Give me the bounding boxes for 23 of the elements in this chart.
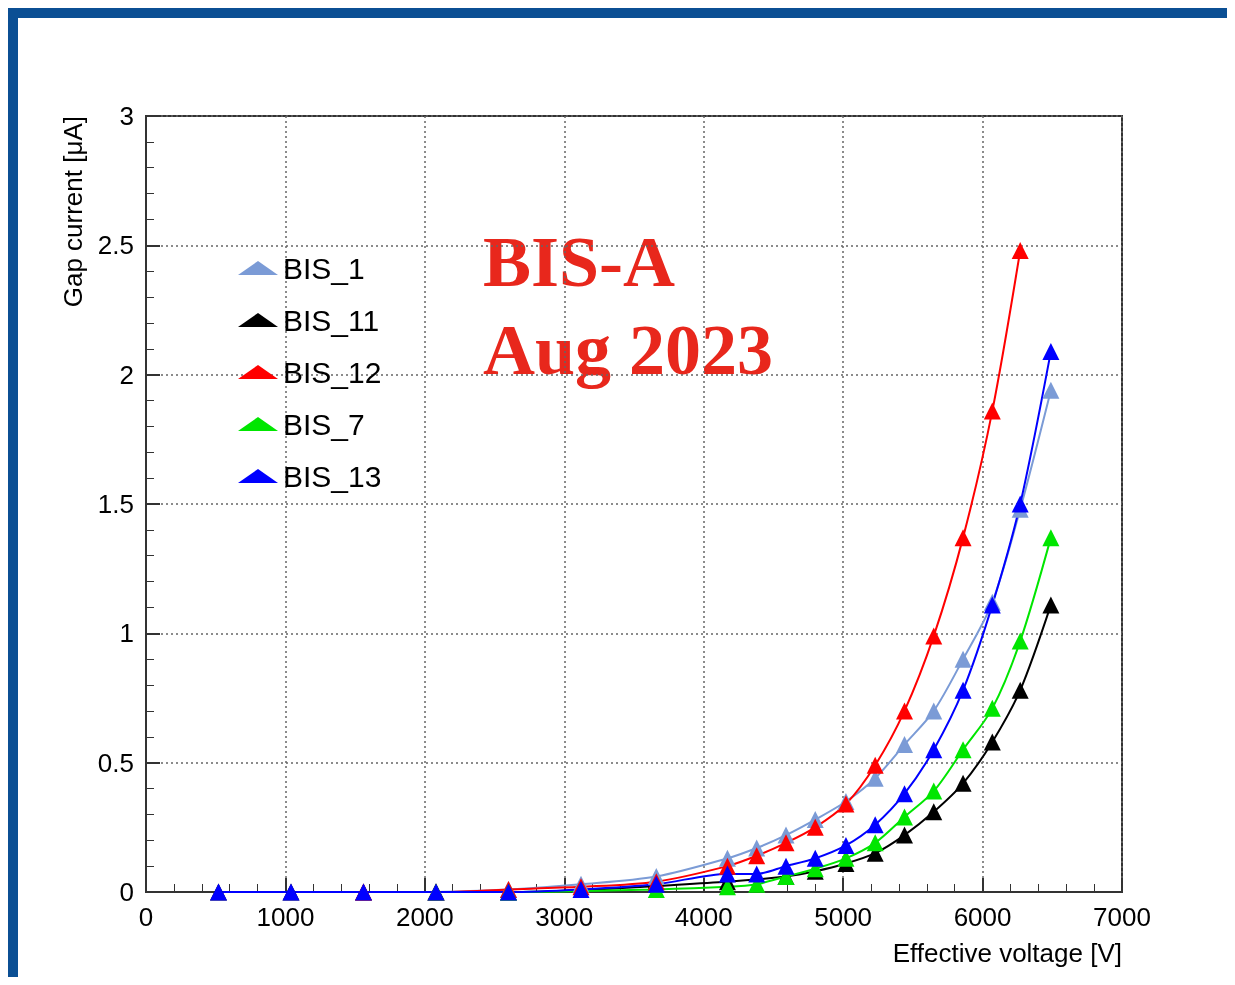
- y-tick-label: 2.5: [97, 230, 134, 261]
- y-tick-label: 3: [119, 101, 134, 131]
- y-tick-label: 2: [119, 359, 134, 390]
- y-tick-label: 0: [119, 877, 134, 907]
- x-tick-label: 3000: [535, 902, 594, 932]
- x-tick-label: 6000: [953, 902, 1012, 932]
- x-tick-label: 4000: [674, 902, 733, 932]
- y-tick-label: 0.5: [97, 747, 134, 778]
- y-tick-label: 1.5: [97, 489, 134, 519]
- legend-label: BIS_7: [283, 407, 365, 441]
- x-tick-label: 1000: [256, 902, 315, 932]
- legend-label: BIS_1: [283, 251, 365, 285]
- x-axis-title: Effective voltage [V]: [892, 938, 1122, 968]
- x-tick-label: 2000: [395, 902, 454, 932]
- legend-label: BIS_11: [283, 303, 380, 337]
- y-axis-title: Gap current [μA]: [58, 116, 88, 308]
- y-tick-label: 1: [119, 618, 134, 649]
- annotation: BIS-A Aug 2023: [483, 222, 774, 390]
- legend-label: BIS_13: [283, 459, 382, 493]
- x-tick-label: 0: [138, 902, 154, 932]
- x-tick-label: 5000: [814, 902, 873, 932]
- x-tick-label: 7000: [1093, 902, 1151, 932]
- legend-label: BIS_12: [283, 355, 382, 389]
